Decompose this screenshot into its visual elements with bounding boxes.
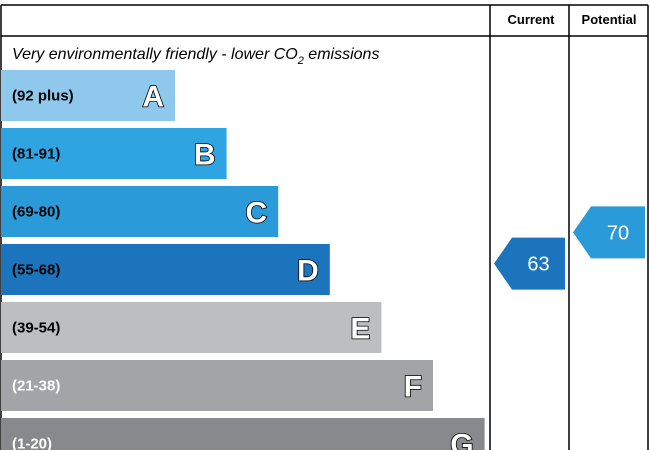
potential-rating: 70 <box>573 206 645 259</box>
band-a: (92 plus) A <box>1 70 175 121</box>
band-e-letter: E <box>350 313 370 346</box>
band-b-letter: B <box>194 139 216 172</box>
band-d-letter: D <box>297 255 319 288</box>
potential-rating-arrow <box>573 206 645 259</box>
caption-main: Very environmentally friendly - lower CO <box>12 46 298 63</box>
band-d-bar <box>1 244 330 295</box>
band-d: (55-68) D <box>1 244 330 295</box>
band-f-bar <box>1 360 433 411</box>
band-f-range: (21-38) <box>12 378 60 395</box>
band-g-bar <box>1 418 485 450</box>
band-c: (69-80) C <box>1 186 279 237</box>
band-a-range: (92 plus) <box>12 88 74 105</box>
header-current: Current <box>508 12 556 27</box>
band-b: (81-91) B <box>1 128 227 179</box>
caption-top: Very environmentally friendly - lower CO… <box>12 46 379 67</box>
current-rating: 63 <box>494 237 565 290</box>
band-c-range: (69-80) <box>12 204 60 221</box>
band-g-letter: G <box>450 429 473 450</box>
band-e-bar <box>1 302 382 353</box>
caption-subscript: 2 <box>297 55 304 67</box>
rating-bands: (92 plus) A (81-91) B (69-80) C (55-68) D (39-54… <box>1 70 485 450</box>
current-rating-value: 63 <box>527 254 549 276</box>
band-e: (39-54) E <box>1 302 382 353</box>
band-b-bar <box>1 128 227 179</box>
band-a-bar <box>1 70 175 121</box>
header-potential: Potential <box>582 12 637 27</box>
band-g: (1-20) G <box>1 418 485 450</box>
band-c-bar <box>1 186 279 237</box>
rating-pointers: 63 70 <box>494 206 645 290</box>
band-g-range: (1-20) <box>12 436 52 450</box>
current-rating-arrow <box>494 237 565 290</box>
band-b-range: (81-91) <box>12 146 60 163</box>
band-d-range: (55-68) <box>12 262 60 279</box>
band-e-range: (39-54) <box>12 320 60 337</box>
band-f-letter: F <box>404 371 422 404</box>
band-f: (21-38) F <box>1 360 433 411</box>
band-c-letter: C <box>246 197 268 230</box>
caption-tail: emissions <box>304 46 380 63</box>
band-a-letter: A <box>142 81 164 114</box>
potential-rating-value: 70 <box>607 222 629 244</box>
